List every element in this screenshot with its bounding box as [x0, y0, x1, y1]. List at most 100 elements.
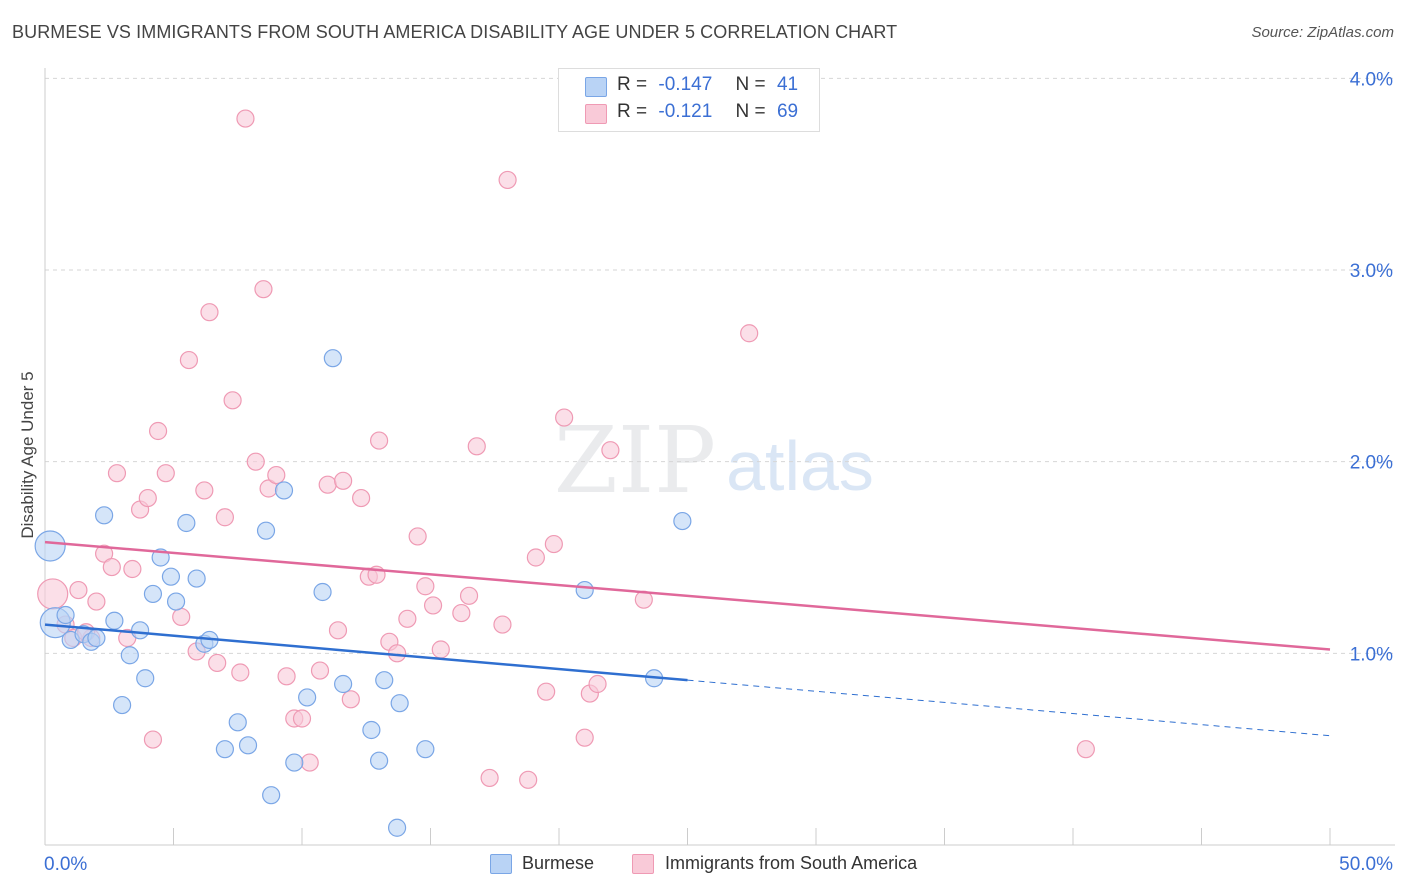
south-america-point [493, 615, 512, 634]
burmese-point [298, 688, 317, 707]
south-america-point [423, 596, 443, 615]
data-points [34, 109, 1095, 837]
south-america-point [398, 609, 417, 628]
south-america-point [352, 488, 371, 508]
n-label: N = [735, 74, 766, 95]
south-america-point [555, 408, 574, 427]
south-america-point [223, 391, 242, 410]
south-america-point [200, 303, 219, 322]
x-tick-label: 0.0% [44, 854, 87, 875]
burmese-point [262, 786, 281, 805]
n-value: 41 [776, 74, 799, 95]
burmese-point [166, 592, 186, 611]
stats-legend: R = -0.147 N = 41 R = -0.121 N = 69 [558, 68, 820, 132]
legend-swatch-burmese [490, 854, 512, 874]
legend-swatch-burmese [585, 77, 607, 97]
south-america-point [537, 682, 556, 701]
south-america-point [138, 488, 157, 508]
burmese-point [87, 628, 106, 648]
south-america-point [416, 577, 435, 596]
burmese-point [274, 481, 294, 500]
legend-row-burmese: R = -0.147 N = 41 [617, 74, 798, 100]
grid-lines [45, 77, 1395, 654]
south-america-point [310, 661, 330, 680]
south-america-point [459, 586, 479, 605]
burmese-point [161, 567, 181, 586]
south-america-point [156, 464, 175, 483]
south-america-trend-line [44, 540, 1331, 651]
south-america-point [467, 437, 486, 456]
burmese-point [228, 713, 247, 732]
burmese-point [215, 740, 234, 759]
south-america-point [172, 607, 191, 627]
chart-title: BURMESE VS IMMIGRANTS FROM SOUTH AMERICA… [12, 22, 898, 42]
south-america-point [267, 465, 286, 485]
south-america-point [87, 592, 106, 611]
burmese-point [177, 513, 196, 533]
burmese-point [143, 584, 163, 604]
watermark-atlas: atlas [726, 427, 874, 505]
legend-row-south-america: R = -0.121 N = 69 [617, 101, 798, 127]
south-america-point [123, 559, 142, 579]
tick-labels: 1.0% 2.0% 3.0% 4.0% 0.0% 50.0% [44, 69, 1393, 875]
south-america-point [300, 753, 319, 772]
y-tick-label: 3.0% [1350, 261, 1393, 282]
burmese-point [34, 530, 66, 562]
south-america-point [519, 770, 538, 789]
y-tick-label: 4.0% [1350, 69, 1393, 90]
burmese-point [56, 605, 75, 625]
south-america-point [292, 709, 312, 728]
y-tick-label: 1.0% [1350, 644, 1393, 665]
source-label: Source: ZipAtlas.com [1251, 24, 1394, 41]
r-value: -0.121 [658, 101, 713, 122]
south-america-point [740, 324, 759, 343]
burmese-point [387, 818, 407, 837]
south-america-point [498, 170, 517, 190]
burmese-point [370, 751, 389, 770]
south-america-point [107, 464, 127, 483]
burmese-point [334, 674, 353, 694]
burmese-point [416, 740, 435, 759]
south-america-point [480, 768, 499, 788]
burmese-point [390, 694, 409, 713]
south-america-point [215, 508, 234, 527]
south-america-point [195, 481, 214, 500]
south-america-point [575, 728, 594, 747]
south-america-point [318, 475, 337, 494]
south-america-point [95, 544, 114, 563]
r-value: -0.147 [658, 74, 713, 95]
south-america-point [370, 431, 389, 450]
south-america-point [328, 621, 348, 640]
r-label: R = [617, 101, 648, 122]
burmese-trend-line [44, 623, 688, 682]
x-tick-label: 50.0% [1339, 854, 1393, 875]
south-america-point [544, 534, 563, 554]
south-america-point [601, 441, 620, 460]
burmese-point [187, 569, 206, 588]
south-america-point [179, 350, 199, 370]
burmese-point [313, 582, 332, 602]
burmese-point [575, 580, 594, 600]
trend-lines [44, 540, 1331, 737]
burmese-point [323, 349, 342, 368]
burmese-point [238, 736, 258, 755]
burmese-point [95, 506, 114, 525]
burmese-point [673, 511, 692, 531]
south-america-point [37, 578, 69, 610]
burmese-point [375, 671, 394, 690]
burmese-trend-extension [687, 679, 1331, 737]
burmese-point [120, 646, 139, 665]
south-america-point [526, 548, 545, 567]
south-america-point [254, 280, 273, 299]
south-america-point [452, 603, 471, 623]
legend-label-south-america: Immigrants from South America [665, 853, 918, 873]
south-america-point [143, 730, 163, 749]
south-america-point [208, 653, 227, 673]
burmese-point [105, 611, 124, 630]
n-label: N = [735, 101, 766, 122]
burmese-point [285, 753, 304, 772]
axes [44, 68, 1395, 846]
south-america-point [246, 452, 265, 471]
south-america-point [148, 421, 168, 441]
legend-label-burmese: Burmese [522, 853, 595, 873]
